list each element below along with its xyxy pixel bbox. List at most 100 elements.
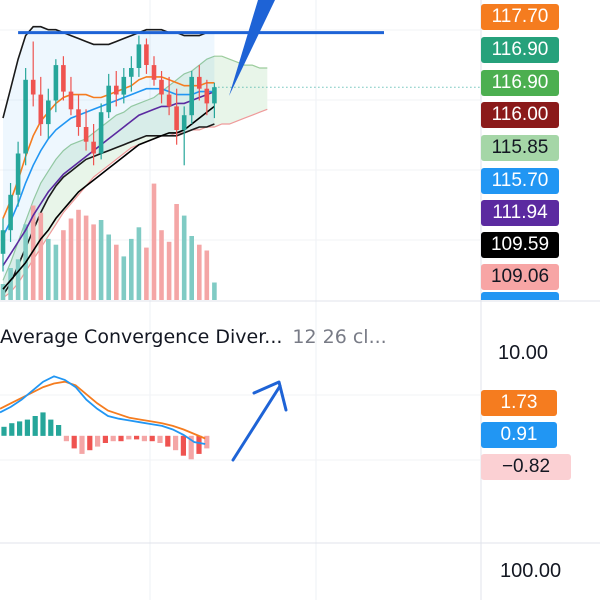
macd-value-tag: 0.91 — [481, 422, 557, 448]
volume-bar — [212, 282, 217, 300]
volume-bar — [61, 230, 66, 300]
histogram-bar — [102, 435, 108, 443]
price-tag: 116.90 — [481, 37, 559, 63]
candle-body — [144, 44, 149, 65]
volume-bar — [98, 220, 104, 300]
histogram-bar — [126, 435, 132, 440]
volume-bar — [0, 284, 6, 300]
candle-body — [136, 44, 142, 68]
candle-body — [166, 94, 172, 107]
price-tag: 117.70 — [481, 4, 559, 30]
histogram-bar — [56, 425, 62, 436]
volume-bar — [53, 244, 59, 300]
volume-bar — [151, 183, 157, 300]
macd-title[interactable]: Average Convergence Diver... 12 26 cl... — [0, 326, 480, 348]
volume-bar — [204, 250, 210, 300]
histogram-bar — [95, 435, 101, 447]
histogram-bar — [63, 435, 69, 442]
candle-body — [61, 65, 66, 92]
up-arrow-shaft[interactable] — [231, 384, 282, 462]
histogram-bar — [48, 419, 54, 436]
volume-bar — [144, 247, 149, 300]
moving-average-line — [2, 90, 215, 267]
candle-body — [106, 85, 111, 113]
histogram-bar — [188, 435, 194, 460]
macd-plot — [0, 375, 210, 460]
histogram-bar — [71, 435, 77, 449]
band-lower-line — [2, 123, 215, 296]
volume-bar — [181, 215, 187, 300]
candle-body — [98, 112, 104, 154]
price-tag: 109.06 — [481, 264, 559, 290]
candle-body — [151, 65, 157, 80]
trend-wedge-drawing[interactable] — [229, 0, 275, 96]
candle-body — [212, 87, 217, 104]
candle-body — [0, 230, 6, 254]
histogram-bar — [87, 435, 93, 451]
moving-average-line — [2, 105, 215, 290]
partial-tag — [481, 292, 559, 300]
volume-bar — [8, 268, 13, 300]
candle-body — [53, 65, 59, 101]
price-tag: 111.94 — [481, 200, 559, 226]
candle-body — [129, 68, 134, 77]
volume-bar — [166, 241, 172, 300]
macd-indicator-name: Average Convergence Diver... — [0, 326, 283, 348]
volume-bar — [91, 224, 96, 300]
bottom-scale-label: 100.00 — [500, 560, 562, 582]
volume-bar — [68, 218, 74, 300]
candle-body — [197, 76, 202, 89]
volume-bar — [76, 209, 81, 300]
volume-bar — [83, 215, 89, 300]
candle-body — [15, 153, 21, 195]
histogram-bar — [157, 435, 163, 443]
histogram-bar — [79, 435, 85, 454]
candle-body — [46, 100, 51, 125]
histogram-bar — [165, 435, 171, 447]
histogram-bar — [40, 412, 46, 436]
histogram-bar — [32, 416, 38, 436]
drawings[interactable] — [229, 0, 288, 462]
candle-body — [23, 79, 28, 154]
signal-line — [0, 380, 206, 440]
histogram-bar — [118, 435, 124, 442]
histogram-bar — [173, 435, 179, 451]
candle-body — [8, 194, 13, 231]
histogram-bar — [1, 426, 7, 436]
candlesticks — [0, 35, 217, 272]
volume-bar — [15, 259, 21, 300]
volume-bar — [136, 227, 142, 300]
macd-value-tag: −0.82 — [481, 454, 571, 480]
candle-body — [204, 88, 210, 104]
candle-body — [159, 79, 164, 95]
cloud-lower-line — [2, 108, 268, 299]
volume-bar — [46, 238, 51, 300]
histogram-bar — [196, 435, 202, 454]
volume-bar — [159, 230, 164, 300]
up-arrow-head[interactable] — [252, 380, 288, 412]
volume-bar — [30, 205, 36, 300]
volume-bar — [106, 234, 111, 300]
candle-body — [114, 85, 119, 95]
price-tag: 115.85 — [481, 135, 559, 161]
histogram-bar — [180, 435, 186, 456]
macd-indicator-params: 12 26 cl... — [292, 326, 387, 348]
candle-body — [76, 109, 81, 127]
histogram-bar — [204, 435, 210, 449]
price-tag: 115.70 — [481, 168, 559, 194]
macd-scale-label: 10.00 — [498, 342, 549, 364]
price-tag: 116.90 — [481, 70, 559, 96]
histogram-bar — [149, 435, 155, 442]
candle-body — [189, 76, 194, 116]
macd-value-tag: 1.73 — [481, 390, 557, 416]
histogram-bar — [24, 419, 30, 436]
candle-body — [121, 76, 127, 95]
volume-bars — [0, 183, 217, 300]
candle-body — [83, 127, 89, 142]
candle-body — [38, 94, 44, 125]
histogram-bar — [134, 435, 140, 440]
volume-bar — [38, 212, 44, 300]
histogram-bar — [17, 421, 23, 436]
candle-body — [181, 115, 187, 130]
